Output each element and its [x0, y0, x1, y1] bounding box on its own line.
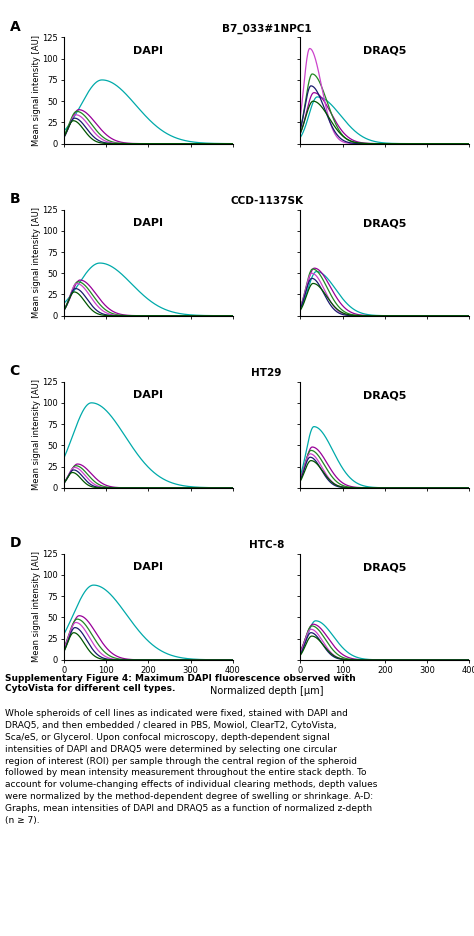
- Text: DRAQ5: DRAQ5: [363, 46, 407, 56]
- Text: B: B: [9, 192, 20, 206]
- Text: DAPI: DAPI: [133, 563, 164, 572]
- Text: DRAQ5: DRAQ5: [363, 218, 407, 228]
- Text: C: C: [9, 364, 20, 378]
- Text: Supplementary Figure 4: Maximum DAPI fluorescence observed with
CytoVista for di: Supplementary Figure 4: Maximum DAPI flu…: [5, 674, 356, 694]
- Text: B7_033#1NPC1: B7_033#1NPC1: [222, 23, 311, 34]
- Y-axis label: Mean signal intensity [AU]: Mean signal intensity [AU]: [32, 551, 41, 663]
- Text: HTC-8: HTC-8: [249, 540, 284, 550]
- Y-axis label: Mean signal intensity [AU]: Mean signal intensity [AU]: [32, 35, 41, 146]
- Text: Whole spheroids of cell lines as indicated were fixed, stained with DAPI and
DRA: Whole spheroids of cell lines as indicat…: [5, 709, 377, 825]
- Text: D: D: [9, 536, 21, 550]
- Y-axis label: Mean signal intensity [AU]: Mean signal intensity [AU]: [32, 379, 41, 490]
- Text: CCD-1137SK: CCD-1137SK: [230, 196, 303, 206]
- Text: DAPI: DAPI: [133, 46, 164, 56]
- Y-axis label: Mean signal intensity [AU]: Mean signal intensity [AU]: [32, 207, 41, 318]
- Text: DAPI: DAPI: [133, 390, 164, 400]
- Text: DRAQ5: DRAQ5: [363, 563, 407, 572]
- Text: Normalized depth [μm]: Normalized depth [μm]: [210, 686, 323, 696]
- Text: DAPI: DAPI: [133, 218, 164, 228]
- Text: A: A: [9, 20, 20, 34]
- Text: HT29: HT29: [251, 368, 282, 378]
- Text: DRAQ5: DRAQ5: [363, 390, 407, 400]
